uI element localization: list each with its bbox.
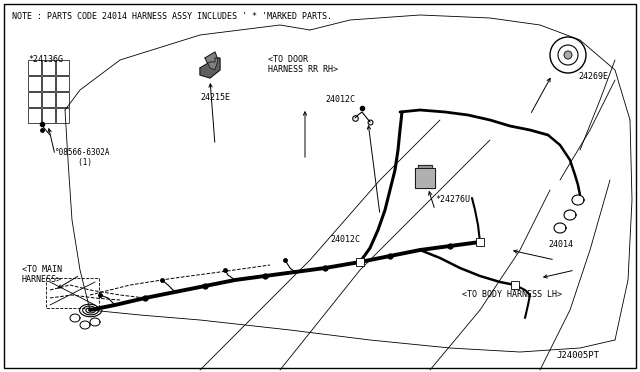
- Bar: [56, 76, 69, 91]
- Text: °08566-6302A
     (1): °08566-6302A (1): [55, 148, 111, 167]
- Bar: [42, 108, 55, 123]
- Bar: [28, 108, 41, 123]
- Bar: [476, 238, 484, 246]
- Polygon shape: [205, 52, 218, 70]
- Bar: [42, 60, 55, 75]
- Bar: [28, 60, 41, 75]
- Bar: [356, 258, 364, 266]
- Text: <TO DOOR
HARNESS RR RH>: <TO DOOR HARNESS RR RH>: [268, 55, 338, 74]
- Text: *24136G: *24136G: [28, 55, 63, 64]
- Bar: [42, 92, 55, 107]
- Text: 24012C: 24012C: [325, 95, 355, 104]
- Bar: [56, 60, 69, 75]
- Bar: [28, 92, 41, 107]
- Text: 24269E: 24269E: [578, 72, 608, 81]
- Text: 24215E: 24215E: [200, 93, 230, 102]
- Bar: [56, 92, 69, 107]
- Polygon shape: [200, 58, 220, 78]
- Bar: [56, 108, 69, 123]
- Text: 24012C: 24012C: [330, 235, 360, 244]
- Text: NOTE : PARTS CODE 24014 HARNESS ASSY INCLUDES ' * 'MARKED PARTS.: NOTE : PARTS CODE 24014 HARNESS ASSY INC…: [12, 12, 332, 21]
- Bar: [28, 76, 41, 91]
- Bar: [46, 278, 99, 308]
- Bar: [42, 76, 55, 91]
- Polygon shape: [418, 165, 432, 169]
- Polygon shape: [415, 168, 435, 188]
- Text: *24276U: *24276U: [435, 195, 470, 204]
- Bar: [511, 281, 519, 289]
- Text: 24014: 24014: [548, 240, 573, 249]
- Text: <TO BODY HARNESS LH>: <TO BODY HARNESS LH>: [462, 290, 562, 299]
- Circle shape: [564, 51, 572, 59]
- Text: J24005PT: J24005PT: [556, 351, 599, 360]
- Text: <TO MAIN
HARNESS>: <TO MAIN HARNESS>: [22, 265, 62, 285]
